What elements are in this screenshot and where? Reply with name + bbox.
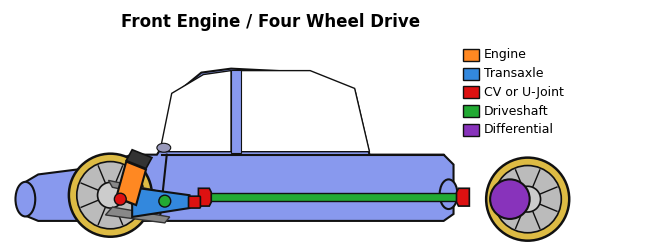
Circle shape	[98, 182, 124, 208]
Polygon shape	[126, 150, 152, 169]
Ellipse shape	[440, 179, 457, 209]
Ellipse shape	[16, 182, 35, 216]
Text: CV or U-Joint: CV or U-Joint	[484, 86, 564, 99]
Bar	[463, 86, 479, 98]
Bar	[201, 193, 466, 201]
Circle shape	[115, 193, 126, 205]
Bar	[463, 124, 479, 136]
Polygon shape	[21, 69, 454, 221]
Bar	[463, 49, 479, 61]
Circle shape	[77, 162, 144, 229]
Circle shape	[490, 179, 530, 219]
Text: Engine: Engine	[484, 48, 527, 61]
Circle shape	[515, 186, 540, 212]
Polygon shape	[109, 180, 158, 197]
Polygon shape	[231, 70, 241, 153]
Polygon shape	[105, 207, 170, 223]
Polygon shape	[199, 188, 212, 206]
Text: Transaxle: Transaxle	[484, 67, 543, 80]
Circle shape	[494, 166, 562, 233]
Polygon shape	[132, 187, 190, 217]
Text: Driveshaft: Driveshaft	[484, 105, 549, 118]
Polygon shape	[160, 71, 231, 152]
Polygon shape	[241, 71, 369, 152]
Bar	[463, 68, 479, 79]
Circle shape	[159, 195, 171, 207]
Text: Front Engine / Four Wheel Drive: Front Engine / Four Wheel Drive	[121, 13, 420, 31]
Text: Differential: Differential	[484, 124, 554, 136]
FancyBboxPatch shape	[188, 196, 201, 208]
Ellipse shape	[157, 143, 171, 152]
Circle shape	[486, 158, 569, 241]
Polygon shape	[457, 188, 469, 206]
Polygon shape	[116, 162, 146, 205]
Bar	[463, 105, 479, 117]
Circle shape	[69, 154, 152, 237]
